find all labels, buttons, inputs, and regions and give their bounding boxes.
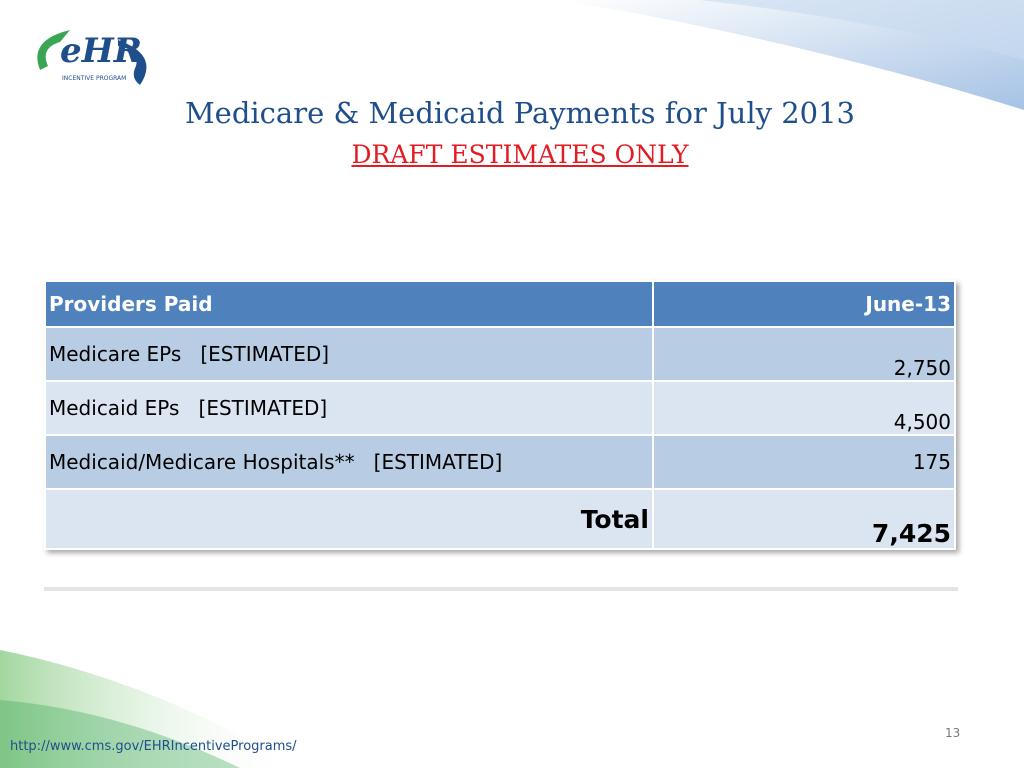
row: Medicare EPs [ESTIMATED] 2,750 xyxy=(44,326,956,382)
page-number: 13 xyxy=(945,726,961,740)
cell: 2,750 xyxy=(652,326,956,382)
cell: Medicaid EPs [ESTIMATED] xyxy=(44,380,654,436)
row: Medicaid EPs [ESTIMATED] 4,500 xyxy=(44,380,956,436)
row: Medicaid/Medicare Hospitals** [ESTIMATED… xyxy=(44,434,956,490)
cell: Medicaid/Medicare Hospitals** [ESTIMATED… xyxy=(44,434,654,490)
payments-table: Providers Paid June-13 Medicare EPs [EST… xyxy=(44,280,956,550)
total-label: Total xyxy=(44,488,654,550)
subtitle: DRAFT ESTIMATES ONLY xyxy=(0,140,1024,169)
title: Medicare & Medicaid Payments for July 20… xyxy=(184,96,856,130)
header-cell: June-13 xyxy=(652,280,956,328)
total-row: Total 7,425 xyxy=(44,488,956,550)
cell: 175 xyxy=(652,434,956,490)
header-row: Providers Paid June-13 xyxy=(44,280,956,328)
cell: 4,500 xyxy=(652,380,956,436)
logo-tagline: INCENTIVE PROGRAM xyxy=(62,75,126,82)
logo: eHR INCENTIVE PROGRAM xyxy=(37,30,147,85)
subtitle-text: DRAFT ESTIMATES ONLY xyxy=(351,140,689,169)
logo-mark: eHR xyxy=(60,31,142,71)
cell: Medicare EPs [ESTIMATED] xyxy=(44,326,654,382)
total-value: 7,425 xyxy=(652,488,956,550)
header-cell: Providers Paid xyxy=(44,280,654,328)
footer-url: http://www.cms.gov/EHRIncentivePrograms/ xyxy=(10,739,297,754)
